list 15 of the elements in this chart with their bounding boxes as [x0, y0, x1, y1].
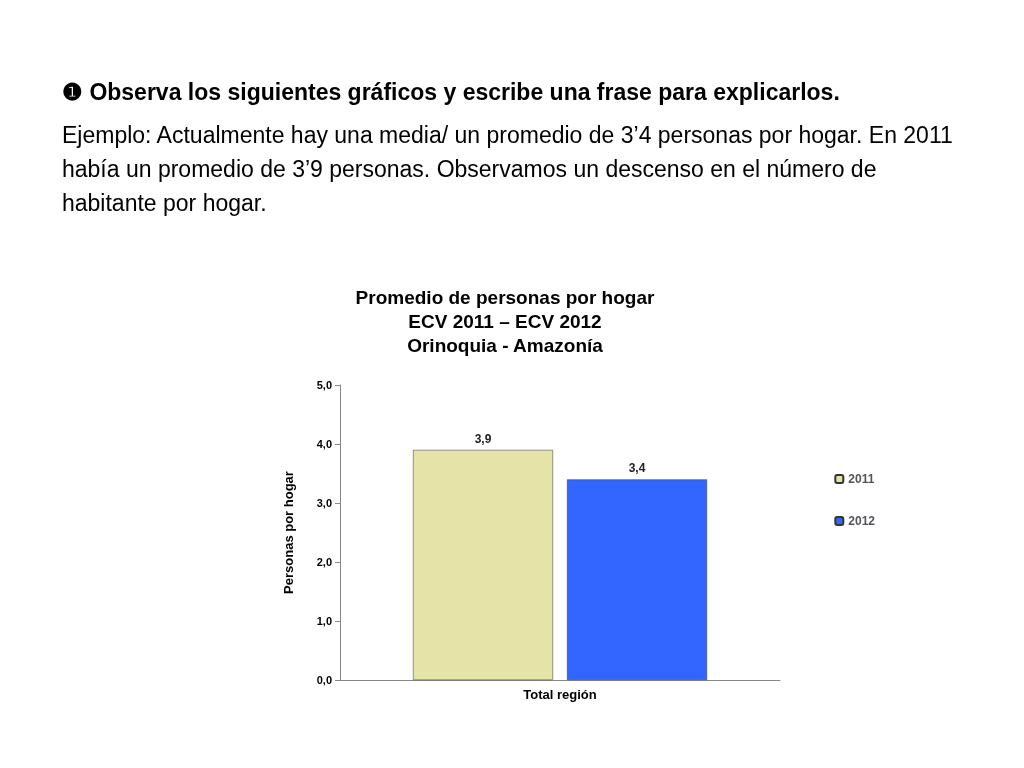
y-tick-label: 3,0 [316, 497, 332, 509]
y-tick-label: 0,0 [316, 674, 332, 686]
y-tick-label: 5,0 [316, 379, 332, 391]
chart-title: Promedio de personas por hogar ECV 2011 – ECV 2012 Orinoquia - Amazonía [355, 286, 655, 356]
y-tick-label: 1,0 [316, 615, 332, 627]
y-tick-label: 4,0 [316, 438, 332, 450]
data-label: 3,9 [474, 431, 492, 446]
legend-label: 2011 [848, 472, 875, 486]
data-label: 3,4 [628, 461, 646, 476]
text: Ejemplo: Actualmente hay una media/ un promedio de 3’4 personas por hogar. En 2011 había un promedio de 3’9 personas. Observamos un descenso en el número de habitante por hogar. [62, 121, 954, 218]
y-tick-label: 2,0 [316, 556, 332, 568]
x-tick-label: Total región [523, 687, 597, 702]
text: ❶ Observa los siguientes gráficos y escribe una frase para explicarlos. [62, 78, 841, 107]
legend-label: 2012 [848, 514, 876, 528]
y-axis-title: Personas por hogar [281, 471, 296, 594]
